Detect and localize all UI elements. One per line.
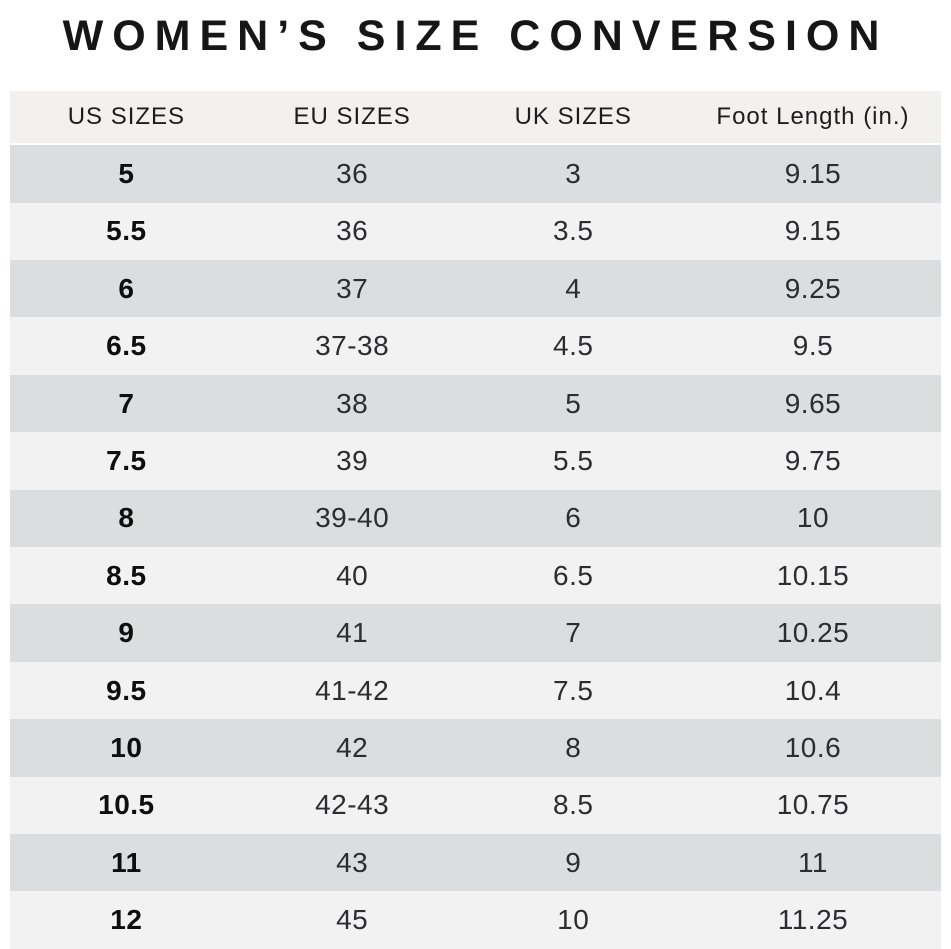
uk-size-cell: 7.5: [461, 661, 685, 720]
eu-size-cell: 42-43: [242, 776, 462, 834]
uk-size-cell: 3: [461, 144, 685, 203]
uk-size-cell: 4: [461, 260, 685, 318]
eu-size-cell: 38: [242, 374, 462, 433]
uk-size-cell: 6: [461, 489, 685, 548]
uk-size-cell: 5.5: [461, 432, 685, 490]
uk-size-cell: 6.5: [461, 547, 685, 605]
us-size-cell: 8.5: [10, 547, 243, 605]
table-row: 9 41 7 10.25: [10, 604, 941, 662]
table-row: 6.5 37-38 4.5 9.5: [10, 317, 941, 375]
us-size-cell: 6.5: [10, 317, 243, 375]
table-body: 5 36 3 9.15 5.5 36 3.5 9.15 6 37 4 9.25 6.5 37-38 4.5 9…: [10, 144, 941, 949]
foot-length-cell: 10.6: [684, 719, 941, 777]
column-header-foot-length: Foot Length (in.): [684, 91, 941, 146]
us-size-cell: 7.5: [10, 432, 243, 490]
uk-size-cell: 9: [461, 833, 685, 892]
foot-length-cell: 9.75: [684, 432, 941, 490]
size-conversion-table: US SIZES EU SIZES UK SIZES Foot Length (…: [10, 91, 941, 949]
foot-length-cell: 11: [684, 833, 941, 892]
us-size-cell: 12: [10, 891, 243, 949]
eu-size-cell: 40: [242, 547, 462, 605]
eu-size-cell: 39-40: [242, 489, 462, 548]
uk-size-cell: 8.5: [461, 776, 685, 834]
foot-length-cell: 9.5: [684, 317, 941, 375]
foot-length-cell: 9.15: [684, 144, 941, 203]
uk-size-cell: 3.5: [461, 202, 685, 261]
us-size-cell: 11: [10, 833, 243, 892]
column-header-uk-sizes: UK SIZES: [461, 91, 685, 146]
page-title: WOMEN’S SIZE CONVERSION: [62, 12, 889, 60]
uk-size-cell: 5: [461, 374, 685, 433]
us-size-cell: 9: [10, 604, 243, 662]
eu-size-cell: 43: [242, 833, 462, 892]
table-row: 6 37 4 9.25: [10, 260, 941, 318]
table-row: 9.5 41-42 7.5 10.4: [10, 661, 941, 720]
table-row: 8 39-40 6 10: [10, 489, 941, 548]
eu-size-cell: 37: [242, 260, 462, 318]
eu-size-cell: 36: [242, 202, 462, 261]
table-row: 12 45 10 11.25: [10, 891, 941, 949]
uk-size-cell: 10: [461, 891, 685, 949]
eu-size-cell: 39: [242, 432, 462, 490]
uk-size-cell: 7: [461, 604, 685, 662]
table-row: 8.5 40 6.5 10.15: [10, 547, 941, 605]
table-row: 7.5 39 5.5 9.75: [10, 432, 941, 490]
us-size-cell: 5.5: [10, 202, 243, 261]
foot-length-cell: 10.75: [684, 776, 941, 834]
header-row: US SIZES EU SIZES UK SIZES Foot Length (…: [10, 91, 941, 146]
us-size-cell: 9.5: [10, 661, 243, 720]
eu-size-cell: 41-42: [242, 661, 462, 720]
column-header-us-sizes: US SIZES: [10, 91, 243, 146]
eu-size-cell: 36: [242, 144, 462, 203]
eu-size-cell: 37-38: [242, 317, 462, 375]
table-row: 7 38 5 9.65: [10, 374, 941, 433]
eu-size-cell: 42: [242, 719, 462, 777]
foot-length-cell: 10: [684, 489, 941, 548]
table-row: 5.5 36 3.5 9.15: [10, 202, 941, 261]
size-conversion-page: WOMEN’S SIZE CONVERSION US SIZES EU SIZE…: [0, 12, 951, 949]
uk-size-cell: 8: [461, 719, 685, 777]
foot-length-cell: 9.25: [684, 260, 941, 318]
foot-length-cell: 9.65: [684, 374, 941, 433]
foot-length-cell: 10.15: [684, 547, 941, 605]
us-size-cell: 8: [10, 489, 243, 548]
foot-length-cell: 11.25: [684, 891, 941, 949]
table-row: 10.5 42-43 8.5 10.75: [10, 776, 941, 834]
us-size-cell: 10: [10, 719, 243, 777]
eu-size-cell: 45: [242, 891, 462, 949]
us-size-cell: 7: [10, 374, 243, 433]
column-header-eu-sizes: EU SIZES: [242, 91, 462, 146]
us-size-cell: 5: [10, 144, 243, 203]
foot-length-cell: 9.15: [684, 202, 941, 261]
eu-size-cell: 41: [242, 604, 462, 662]
table-row: 5 36 3 9.15: [10, 144, 941, 203]
us-size-cell: 6: [10, 260, 243, 318]
table-row: 11 43 9 11: [10, 833, 941, 892]
foot-length-cell: 10.4: [684, 661, 941, 720]
table-row: 10 42 8 10.6: [10, 719, 941, 777]
size-conversion-table-wrap: US SIZES EU SIZES UK SIZES Foot Length (…: [10, 91, 941, 949]
foot-length-cell: 10.25: [684, 604, 941, 662]
uk-size-cell: 4.5: [461, 317, 685, 375]
us-size-cell: 10.5: [10, 776, 243, 834]
